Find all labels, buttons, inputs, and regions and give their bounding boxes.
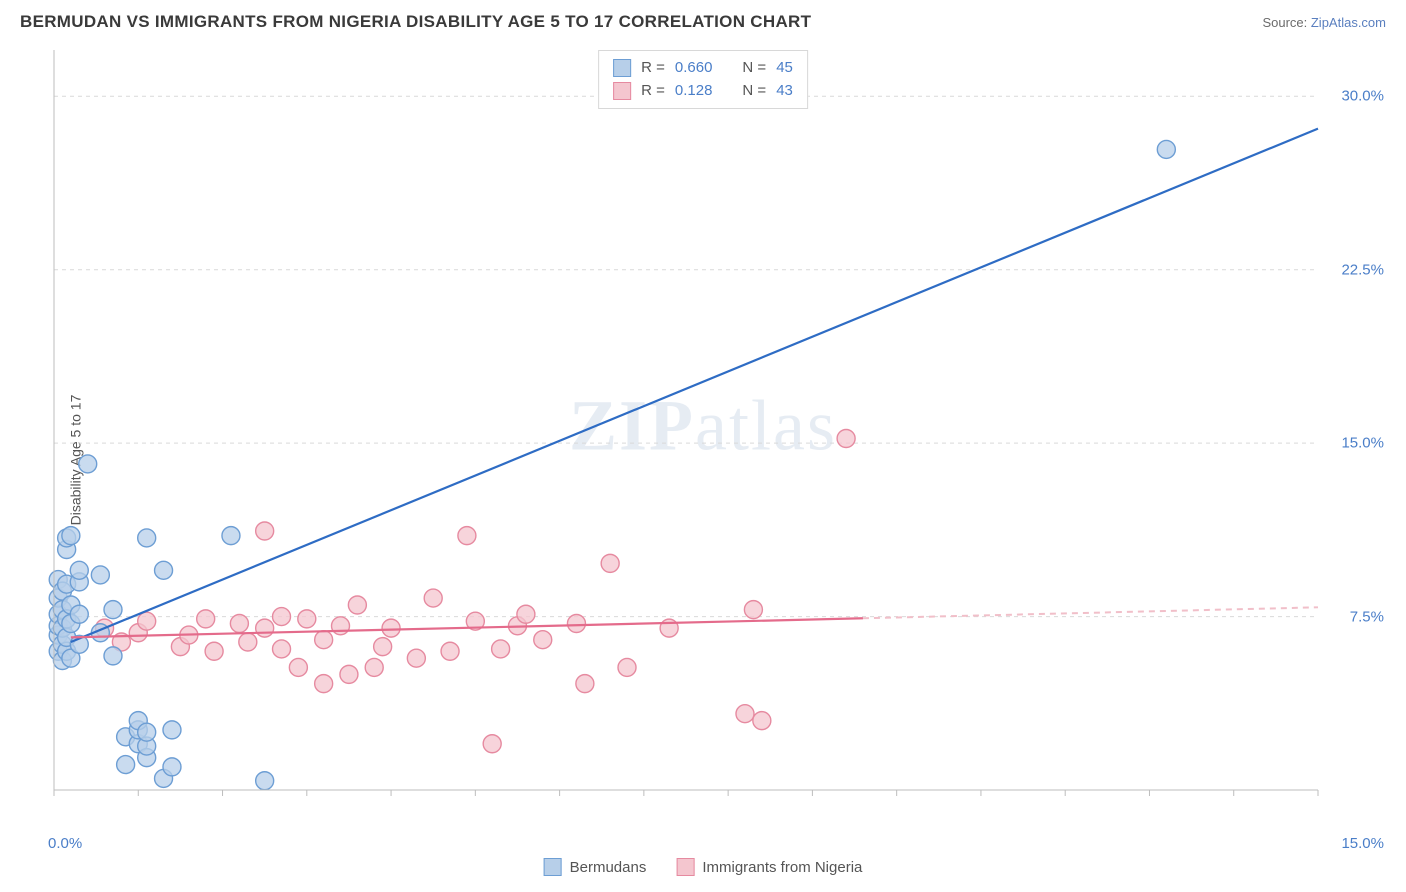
r-label: R = xyxy=(641,57,665,80)
r-label: R = xyxy=(641,80,665,103)
swatch-nigeria xyxy=(613,82,631,100)
swatch-bermudans xyxy=(613,59,631,77)
stats-legend: R = 0.660 N = 45 R = 0.128 N = 43 xyxy=(598,50,808,109)
swatch-bermudans-icon xyxy=(544,858,562,876)
chart-title: BERMUDAN VS IMMIGRANTS FROM NIGERIA DISA… xyxy=(20,12,811,32)
chart-area: Disability Age 5 to 17 ZIPatlas R = 0.66… xyxy=(0,40,1406,880)
x-tick-max: 15.0% xyxy=(1341,835,1384,852)
y-tick-label: 15.0% xyxy=(1341,435,1384,452)
legend-item-bermudans: Bermudans xyxy=(544,858,647,876)
y-tick-label: 7.5% xyxy=(1350,608,1384,625)
legend-item-nigeria: Immigrants from Nigeria xyxy=(676,858,862,876)
r-value-nigeria: 0.128 xyxy=(675,80,713,103)
y-tick-label: 30.0% xyxy=(1341,88,1384,105)
legend-label-nigeria: Immigrants from Nigeria xyxy=(702,859,862,876)
n-label: N = xyxy=(742,57,766,80)
y-tick-label: 22.5% xyxy=(1341,261,1384,278)
stats-row-bermudans: R = 0.660 N = 45 xyxy=(613,57,793,80)
source-label: Source: ZipAtlas.com xyxy=(1262,15,1386,30)
x-tick-min: 0.0% xyxy=(48,835,82,852)
n-label: N = xyxy=(742,80,766,103)
stats-row-nigeria: R = 0.128 N = 43 xyxy=(613,80,793,103)
legend-label-bermudans: Bermudans xyxy=(570,859,647,876)
swatch-nigeria-icon xyxy=(676,858,694,876)
source-prefix: Source: xyxy=(1262,15,1310,30)
scatter-plot xyxy=(48,46,1378,836)
n-value-bermudans: 45 xyxy=(776,57,793,80)
n-value-nigeria: 43 xyxy=(776,80,793,103)
series-legend: Bermudans Immigrants from Nigeria xyxy=(544,858,863,876)
source-link[interactable]: ZipAtlas.com xyxy=(1311,15,1386,30)
r-value-bermudans: 0.660 xyxy=(675,57,713,80)
